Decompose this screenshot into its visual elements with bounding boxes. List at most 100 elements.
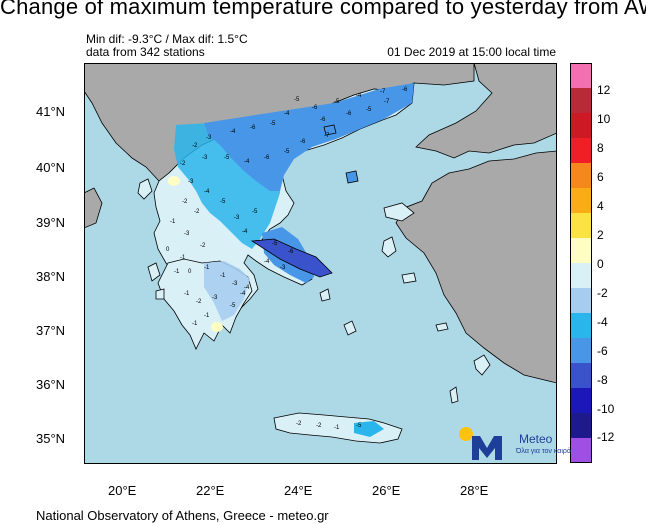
station-value: -1 [204, 265, 210, 271]
footer-credit: National Observatory of Athens, Greece -… [36, 508, 329, 523]
station-value-labels: -5-6-5-4-7 -6-6-5-7-6-4-5-6-4-3-2-3-2-5-4… [166, 87, 408, 431]
colorbar-label-4: 4 [597, 199, 604, 213]
station-value: -2 [296, 421, 302, 427]
colorbar-label-minus-4: -4 [597, 315, 608, 329]
island-crete-zone [354, 421, 384, 437]
station-value: -5 [270, 121, 276, 127]
station-value: -3 [184, 231, 190, 237]
colorbar-swatch [570, 338, 592, 364]
station-value: -4 [264, 259, 270, 265]
island-rhodes [473, 354, 491, 376]
station-value: -5 [284, 149, 290, 155]
station-value: -1 [192, 321, 198, 327]
station-value: -2 [316, 423, 322, 429]
station-value: -1 [220, 273, 226, 279]
station-value: -4 [284, 111, 290, 117]
island-evia [250, 238, 333, 278]
lon-label-24: 24°E [284, 483, 313, 498]
station-value: -6 [250, 125, 256, 131]
station-value: -7 [380, 89, 386, 95]
station-value: -2 [182, 199, 188, 205]
station-value: -5 [366, 107, 372, 113]
station-value: -1 [334, 425, 340, 431]
station-value: -4 [356, 93, 362, 99]
station-value: -5 [220, 199, 226, 205]
station-value: -5 [230, 303, 236, 309]
station-value: -6 [288, 249, 294, 255]
map-frame [84, 63, 557, 464]
colorbar-label-minus-8: -8 [597, 373, 608, 387]
logo-tagline: Όλα για τον καιρό [516, 448, 571, 455]
station-value: -3 [232, 281, 238, 287]
datetime-text: 01 Dec 2019 at 15:00 local time [387, 45, 556, 59]
island-samos [401, 272, 417, 284]
island-chios [381, 236, 397, 258]
lat-label-41: 41°N [36, 104, 66, 119]
station-value: -5 [334, 99, 340, 105]
colorbar-swatch [570, 413, 592, 439]
station-value: -3 [280, 265, 286, 271]
station-value: -3 [206, 135, 212, 141]
colorbar-label-minus-12: -12 [597, 430, 615, 444]
colorbar-label-8: 8 [597, 141, 604, 155]
station-value: -1 [174, 269, 180, 275]
colorbar-swatch [570, 88, 592, 114]
zone-plus-2-south [211, 322, 223, 332]
colorbar-swatch [570, 138, 592, 164]
station-value: -6 [312, 105, 318, 111]
lat-label-39: 39°N [36, 215, 66, 230]
island-andros [319, 288, 331, 302]
land-turkey-europe [415, 63, 557, 159]
station-value: -5 [224, 155, 230, 161]
lon-label-20: 20°E [108, 483, 137, 498]
zone-minus-6 [204, 83, 414, 191]
station-value: -4 [240, 291, 246, 297]
station-value: -2 [196, 299, 202, 305]
colorbar-swatch [570, 388, 592, 414]
temperature-range-text: Min dif: -9.3°C / Max dif: 1.5°C [86, 32, 248, 46]
station-value: -2 [194, 209, 200, 215]
station-value: -3 [212, 295, 218, 301]
colorbar-swatch [570, 313, 592, 339]
station-value: -4 [204, 189, 210, 195]
island-zakynthos [155, 288, 165, 300]
station-value: -6 [264, 155, 270, 161]
island-naxos [343, 320, 357, 336]
lat-label-36: 36°N [36, 377, 66, 392]
colorbar-swatch [570, 238, 592, 264]
island-limnos [345, 170, 359, 184]
zone-plus-2-north [168, 176, 180, 186]
station-value: -5 [294, 97, 300, 103]
station-value: -6 [346, 111, 352, 117]
colorbar-swatch [570, 113, 592, 139]
station-value: -4 [244, 285, 250, 291]
lon-label-28: 28°E [460, 483, 489, 498]
map-canvas: -5-6-5-4-7 -6-6-5-7-6-4-5-6-4-3-2-3-2-5-4… [84, 63, 557, 464]
colorbar-label-12: 12 [597, 83, 611, 97]
island-kos [435, 322, 449, 332]
zone-minus-2 [204, 261, 250, 321]
station-value: -2 [180, 161, 186, 167]
colorbar-label-0: 0 [597, 257, 604, 271]
colorbar-swatch [570, 163, 592, 189]
colorbar-swatch [570, 363, 592, 389]
colorbar-swatch [570, 438, 592, 463]
station-count-text: data from 342 stations [86, 45, 205, 59]
station-value: -3 [234, 215, 240, 221]
station-value: -6 [402, 87, 408, 93]
station-value: -4 [244, 159, 250, 165]
island-karpathos [449, 386, 459, 404]
island-corfu [137, 178, 153, 200]
colorbar-swatch [570, 188, 592, 214]
colorbar-frame [570, 63, 592, 463]
lat-label-35: 35°N [36, 431, 66, 446]
colorbar-label-6: 6 [597, 170, 604, 184]
colorbar-label-minus-2: -2 [597, 286, 608, 300]
colorbar-swatch [570, 213, 592, 239]
island-thasos [323, 124, 337, 136]
colorbar-swatch [570, 63, 592, 89]
lat-label-40: 40°N [36, 160, 66, 175]
island-lesvos [383, 202, 415, 222]
station-value: -4 [230, 129, 236, 135]
station-value: -6 [300, 139, 306, 145]
